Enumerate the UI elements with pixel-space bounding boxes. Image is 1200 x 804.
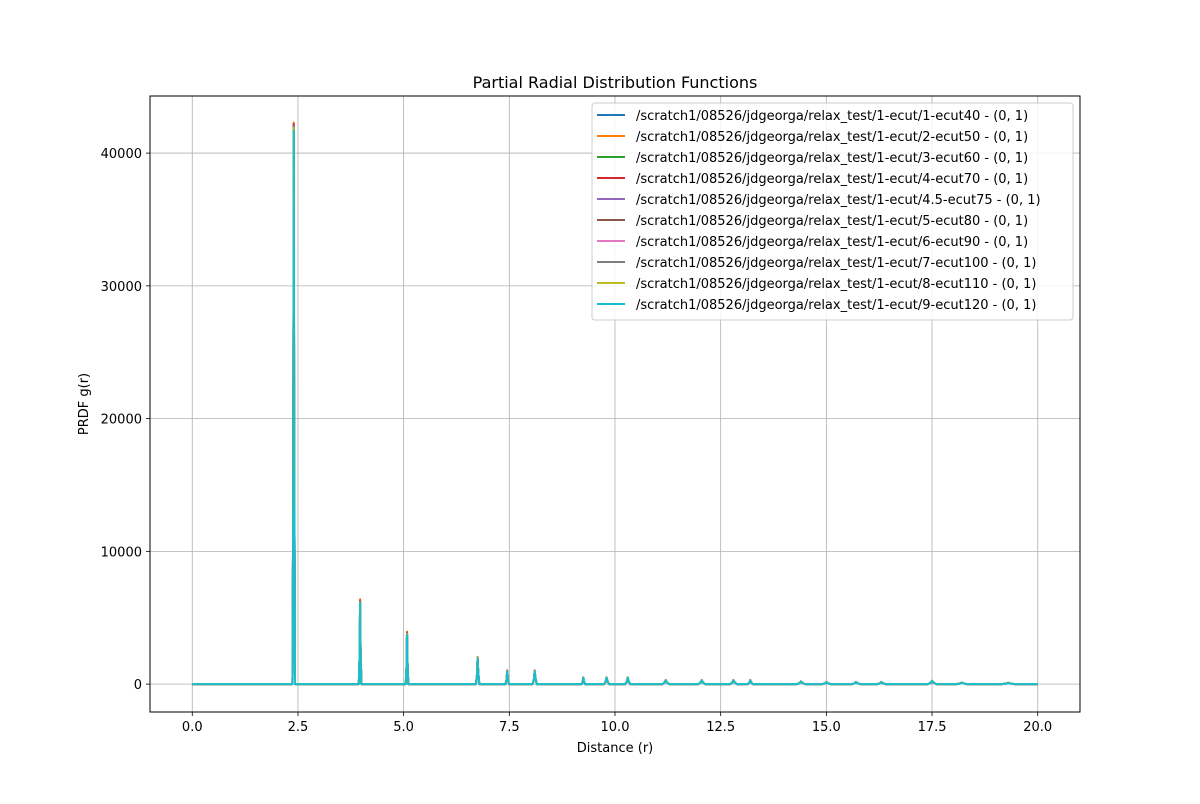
chart-title: Partial Radial Distribution Functions xyxy=(473,73,758,92)
legend-entry-label: /scratch1/08526/jdgeorga/relax_test/1-ec… xyxy=(636,109,1028,124)
x-axis-label: Distance (r) xyxy=(577,741,653,756)
x-tick-label: 7.5 xyxy=(499,720,520,735)
legend-entry-label: /scratch1/08526/jdgeorga/relax_test/1-ec… xyxy=(636,193,1041,208)
legend-box xyxy=(591,102,1074,321)
y-tick-label: 20000 xyxy=(101,413,142,428)
x-tick-label: 20.0 xyxy=(1023,720,1052,735)
legend-entry-label: /scratch1/08526/jdgeorga/relax_test/1-ec… xyxy=(636,214,1028,229)
y-axis-label: PRDF g(r) xyxy=(77,373,92,435)
y-tick-label: 30000 xyxy=(101,280,142,295)
series-layer xyxy=(192,121,1038,686)
legend-entry-label: /scratch1/08526/jdgeorga/relax_test/1-ec… xyxy=(636,235,1028,250)
legend: /scratch1/08526/jdgeorga/relax_test/1-ec… xyxy=(591,102,1074,321)
x-tick-label: 5.0 xyxy=(393,720,414,735)
legend-entry-label: /scratch1/08526/jdgeorga/relax_test/1-ec… xyxy=(636,130,1028,145)
legend-entry-label: /scratch1/08526/jdgeorga/relax_test/1-ec… xyxy=(636,151,1028,166)
legend-entry-label: /scratch1/08526/jdgeorga/relax_test/1-ec… xyxy=(636,277,1036,292)
x-axis-ticks: 0.0 2.5 5.0 7.5 10.0 12.5 15.0 17.5 20.0 xyxy=(182,712,1052,735)
x-tick-label: 15.0 xyxy=(812,720,841,735)
x-tick-label: 2.5 xyxy=(288,720,309,735)
y-axis-ticks: 0 10000 20000 30000 40000 xyxy=(101,147,150,693)
legend-entry-label: /scratch1/08526/jdgeorga/relax_test/1-ec… xyxy=(636,298,1036,313)
legend-entry-label: /scratch1/08526/jdgeorga/relax_test/1-ec… xyxy=(636,172,1028,187)
x-tick-label: 12.5 xyxy=(706,720,735,735)
x-tick-label: 17.5 xyxy=(918,720,947,735)
series-line-10 xyxy=(192,129,1038,686)
y-tick-label: 10000 xyxy=(101,545,142,560)
legend-entry-label: /scratch1/08526/jdgeorga/relax_test/1-ec… xyxy=(636,256,1036,271)
x-tick-label: 10.0 xyxy=(601,720,630,735)
x-tick-label: 0.0 xyxy=(182,720,203,735)
y-tick-label: 40000 xyxy=(101,147,142,162)
y-tick-label: 0 xyxy=(134,678,142,693)
